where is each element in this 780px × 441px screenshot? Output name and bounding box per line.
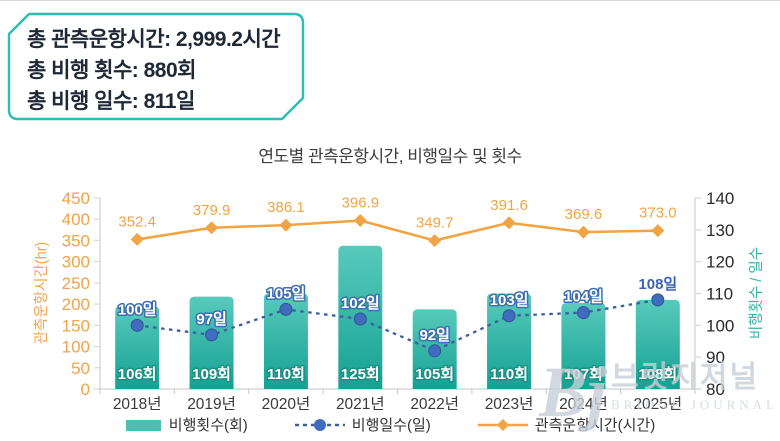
bar-label: 107회 [564, 366, 603, 383]
dashed-line-marker-icon [294, 418, 345, 431]
days-marker [279, 302, 293, 316]
hours-marker [651, 224, 665, 238]
svg-text:120: 120 [706, 253, 734, 272]
chart-legend: 비행횟수(회) 비행일수(일) 관측운항시간(시간) [0, 414, 780, 435]
bar-label: 125회 [341, 366, 380, 383]
hours-marker [576, 225, 590, 239]
days-label: 100일 [118, 301, 157, 318]
legend-item-observation-hours: 관측운항시간(시간) [477, 414, 655, 435]
x-tick-label: 2025년 [633, 395, 682, 413]
days-marker [576, 306, 590, 320]
bar-2019년 [189, 296, 234, 389]
hours-label: 386.1 [267, 199, 305, 216]
days-line [137, 298, 659, 353]
x-tick-label: 2019년 [187, 395, 236, 413]
bar-2025년 [635, 299, 680, 389]
days-marker [651, 293, 665, 307]
days-label: 102일 [341, 295, 380, 312]
hours-marker [353, 214, 367, 228]
svg-text:150: 150 [62, 316, 90, 335]
chart-title: 연도별 관측운항시간, 비행일수 및 횟수 [258, 147, 522, 166]
x-tick-label: 2021년 [336, 395, 385, 413]
x-tick-label: 2024년 [559, 395, 608, 413]
legend-label-flight-count: 비행횟수(회) [168, 417, 248, 434]
hours-label: 373.0 [639, 205, 677, 222]
svg-text:100: 100 [62, 338, 90, 357]
days-label: 108일 [638, 276, 677, 293]
total-flight-count: 총 비행 횟수: 880회 [27, 59, 196, 82]
x-tick-label: 2022년 [410, 395, 459, 413]
days-label: 92일 [419, 327, 450, 344]
hours-label: 352.4 [118, 213, 156, 230]
days-marker [130, 318, 144, 332]
hours-label: 369.6 [565, 206, 603, 223]
days-label: 104일 [564, 289, 603, 306]
line-diamond-marker-icon [477, 418, 528, 431]
hours-marker [428, 234, 442, 248]
svg-text:80: 80 [706, 380, 725, 399]
days-marker [205, 328, 219, 342]
hours-marker [279, 218, 293, 232]
legend-label-flight-days: 비행일수(일) [351, 417, 431, 434]
bar-2024년 [561, 303, 606, 389]
svg-text:140: 140 [706, 189, 734, 208]
svg-text:50: 50 [71, 359, 90, 378]
bar-2020년 [263, 293, 308, 389]
hours-label: 391.6 [490, 197, 528, 214]
days-label: 105일 [267, 285, 306, 302]
hours-label: 379.9 [193, 202, 231, 219]
legend-item-flight-days: 비행일수(일) [294, 414, 431, 435]
x-tick-label: 2018년 [113, 395, 162, 413]
bar-label: 108회 [638, 366, 677, 383]
days-label: 97일 [196, 311, 227, 328]
legend-label-observation-hours: 관측운항시간(시간) [534, 417, 656, 434]
svg-text:100: 100 [706, 316, 734, 335]
svg-text:300: 300 [62, 253, 90, 272]
svg-text:400: 400 [62, 210, 90, 229]
bar-label: 106회 [118, 366, 157, 383]
bar-label: 110회 [490, 366, 528, 383]
svg-text:90: 90 [706, 348, 725, 367]
bar-label: 105회 [415, 366, 454, 383]
hours-label: 396.9 [342, 195, 380, 212]
hours-marker [205, 221, 219, 235]
days-marker [428, 344, 442, 358]
total-flight-days: 총 비행 일수: 811일 [27, 90, 195, 113]
svg-text:350: 350 [62, 231, 90, 250]
x-tick-label: 2020년 [262, 395, 311, 413]
svg-text:110: 110 [706, 285, 733, 304]
hours-line [136, 219, 658, 242]
summary-box: 총 관측운항시간: 2,999.2시간 총 비행 횟수: 880회 총 비행 일… [0, 1, 320, 131]
days-label: 103일 [490, 292, 529, 309]
bar-2023년 [487, 293, 532, 389]
bar-label: 110회 [267, 366, 305, 383]
svg-text:450: 450 [62, 189, 90, 208]
bar-swatch-icon [125, 419, 161, 431]
days-marker [353, 312, 367, 326]
summary-box-border [7, 12, 305, 121]
hours-label: 349.7 [416, 215, 454, 232]
left-axis-title: 관측운항시간(hr) [34, 241, 50, 345]
svg-text:200: 200 [62, 295, 90, 314]
days-marker [502, 309, 516, 323]
svg-text:250: 250 [62, 274, 90, 293]
svg-text:0: 0 [81, 380, 90, 399]
bar-label: 109회 [192, 366, 231, 383]
x-tick-label: 2023년 [485, 395, 534, 413]
right-axis-title: 비행횟수 / 일수 [749, 246, 765, 340]
legend-item-flight-count: 비행횟수(회) [125, 414, 248, 435]
hours-marker [130, 232, 144, 246]
total-observation-hours: 총 관측운항시간: 2,999.2시간 [27, 28, 281, 51]
hours-marker [502, 216, 516, 230]
svg-text:130: 130 [706, 221, 734, 240]
